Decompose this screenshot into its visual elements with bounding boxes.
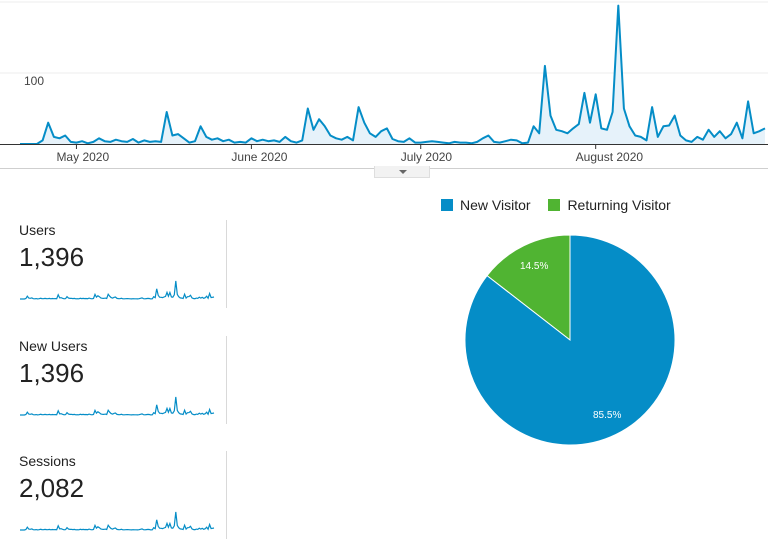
pie-label-new-visitor: 85.5% bbox=[593, 410, 621, 421]
metric-users[interactable]: Users 1,396 bbox=[19, 222, 229, 310]
legend-label: Returning Visitor bbox=[567, 197, 671, 213]
legend-item-new-visitor[interactable]: New Visitor bbox=[441, 197, 531, 213]
metric-label: New Users bbox=[19, 338, 88, 354]
metric-new-users[interactable]: New Users 1,396 bbox=[19, 338, 229, 426]
metric-label: Sessions bbox=[19, 453, 76, 469]
pie-slice-new-visitor[interactable] bbox=[464, 234, 676, 446]
x-tick-label: July 2020 bbox=[401, 150, 453, 164]
metric-divider bbox=[226, 336, 227, 424]
metric-divider bbox=[226, 451, 227, 539]
legend-swatch bbox=[441, 199, 453, 211]
metric-value: 1,396 bbox=[19, 242, 85, 272]
metric-sessions[interactable]: Sessions 2,082 bbox=[19, 453, 229, 541]
chevron-down-icon bbox=[399, 170, 407, 174]
sessions-timeline-chart: 100 May 2020 June 2020 July 2020 August 2020 bbox=[0, 1, 768, 169]
metric-value: 2,082 bbox=[19, 473, 85, 503]
metric-value: 1,396 bbox=[19, 358, 85, 388]
x-tick-label: June 2020 bbox=[231, 150, 287, 164]
metric-divider bbox=[226, 220, 227, 308]
sparkline-series bbox=[20, 511, 215, 531]
legend-swatch bbox=[548, 199, 561, 211]
y-tick-label: 100 bbox=[24, 74, 44, 88]
new-users-sparkline bbox=[20, 396, 215, 416]
users-sparkline bbox=[20, 280, 215, 300]
pie-legend: New Visitor Returning Visitor bbox=[441, 197, 685, 214]
x-tick-label: May 2020 bbox=[56, 150, 109, 164]
sessions-series-line[interactable] bbox=[20, 4, 766, 145]
legend-item-returning-visitor[interactable]: Returning Visitor bbox=[548, 197, 671, 213]
sparkline-series bbox=[20, 396, 215, 416]
legend-label: New Visitor bbox=[460, 197, 531, 213]
chart-collapse-toggle[interactable] bbox=[374, 166, 430, 178]
pie-label-returning-visitor: 14.5% bbox=[520, 261, 548, 272]
visitor-type-pie-chart: 14.5% 85.5% bbox=[464, 234, 676, 446]
pie-slice-returning-visitor[interactable] bbox=[486, 234, 571, 342]
sparkline-series bbox=[20, 280, 215, 300]
sessions-sparkline bbox=[20, 511, 215, 531]
sessions-area-fill bbox=[20, 5, 765, 144]
x-tick-label: August 2020 bbox=[576, 150, 644, 164]
metric-label: Users bbox=[19, 222, 56, 238]
